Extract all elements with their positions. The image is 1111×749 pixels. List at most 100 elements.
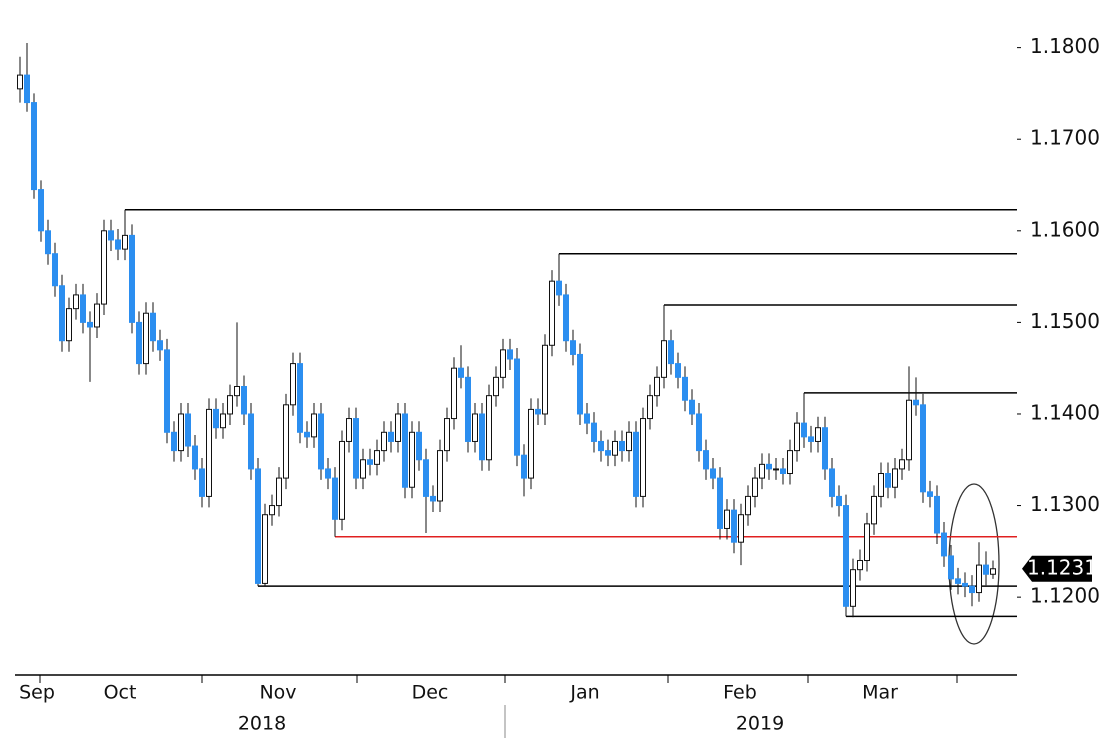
candle-body [556, 280, 562, 296]
candle-body [213, 408, 219, 429]
candle-body [598, 440, 604, 452]
candle-body [262, 514, 268, 584]
candle-body [892, 468, 898, 488]
candle-body [129, 234, 135, 323]
candle-body [773, 468, 779, 471]
y-tick-label: 1.1700 [1030, 126, 1100, 150]
candle-body [885, 473, 891, 488]
candle-body [815, 427, 821, 442]
candle-body [563, 294, 569, 342]
candle-body [395, 413, 401, 442]
candle-body [843, 505, 849, 607]
candle-body [941, 532, 947, 557]
x-tick-label: Nov [259, 682, 296, 704]
candle-body [24, 74, 30, 104]
candle-body [703, 450, 709, 470]
candle-body [339, 440, 345, 520]
candle-body [647, 395, 653, 420]
candle-body [780, 468, 786, 475]
candle-body [752, 477, 758, 497]
candle-body [801, 422, 807, 438]
candle-body [717, 477, 723, 529]
candle-body [794, 422, 800, 452]
candle-body [17, 74, 23, 90]
candle-body [479, 413, 485, 461]
candle-body [444, 418, 450, 452]
candle-body [318, 413, 324, 470]
candle-body [668, 340, 674, 365]
candle-body [353, 418, 359, 479]
candle-body [934, 495, 940, 534]
candle-body [171, 431, 177, 452]
candle-body [192, 445, 198, 470]
y-tick-label: 1.1800 [1030, 34, 1100, 58]
candle-body [437, 450, 443, 502]
candle-body [227, 395, 233, 415]
candle-body [311, 413, 317, 438]
candle-body [269, 505, 275, 516]
candle-body [325, 468, 331, 479]
candle-body [689, 399, 695, 415]
candle-body [899, 459, 905, 470]
candle-body [955, 578, 961, 584]
candle-body [976, 564, 982, 594]
candle-body [745, 495, 751, 516]
candle-body [451, 367, 457, 420]
candle-body [500, 349, 506, 378]
candle-body [185, 413, 191, 447]
candle-body [381, 431, 387, 452]
candle-body [290, 363, 296, 406]
candle-body [927, 491, 933, 497]
candle-body [850, 569, 856, 607]
candle-body [605, 450, 611, 456]
y-tick-label: 1.1500 [1030, 309, 1100, 333]
candle-body [619, 440, 625, 452]
candle-body [45, 230, 51, 255]
candle-body [430, 495, 436, 502]
candle-body [255, 468, 261, 584]
candle-body [304, 431, 310, 438]
candle-body [724, 509, 730, 529]
candle-body [570, 340, 576, 355]
candle-body [157, 340, 163, 351]
candle-body [962, 582, 968, 587]
candle-body [486, 395, 492, 461]
candle-body [738, 514, 744, 543]
y-tick-label: 1.1300 [1030, 492, 1100, 516]
candle-body [388, 431, 394, 442]
candle-body [122, 234, 128, 250]
candle-body [661, 340, 667, 378]
candle-body [913, 399, 919, 406]
x-tick-label: Mar [862, 682, 898, 704]
x-tick-label: Jan [569, 682, 599, 704]
candle-body [864, 523, 870, 562]
candle-body [38, 189, 44, 232]
y-tick-label: 1.1200 [1030, 584, 1100, 608]
candle-body [990, 568, 996, 575]
candle-body [759, 463, 765, 479]
year-label: 2019 [736, 713, 784, 735]
candle-body [402, 413, 408, 488]
year-label: 2018 [238, 713, 286, 735]
candle-body [822, 427, 828, 470]
candle-body [696, 413, 702, 452]
candle-body [108, 230, 114, 241]
candle-body [836, 495, 842, 507]
candle-body [73, 294, 79, 310]
candle-body [150, 312, 156, 342]
candle-body [591, 422, 597, 442]
candle-body [766, 463, 772, 470]
candle-body [346, 418, 352, 442]
x-tick-label: Oct [104, 682, 137, 704]
candle-body [458, 367, 464, 378]
candle-body [787, 450, 793, 475]
candle-body [878, 473, 884, 497]
candle-body [654, 376, 660, 397]
candle-body [136, 321, 142, 365]
candle-body [857, 560, 863, 571]
y-tick-label: 1.1400 [1030, 400, 1100, 424]
candle-body [633, 431, 639, 497]
x-tick-label: Dec [412, 682, 449, 704]
candle-body [199, 468, 205, 497]
candle-body [829, 468, 835, 497]
